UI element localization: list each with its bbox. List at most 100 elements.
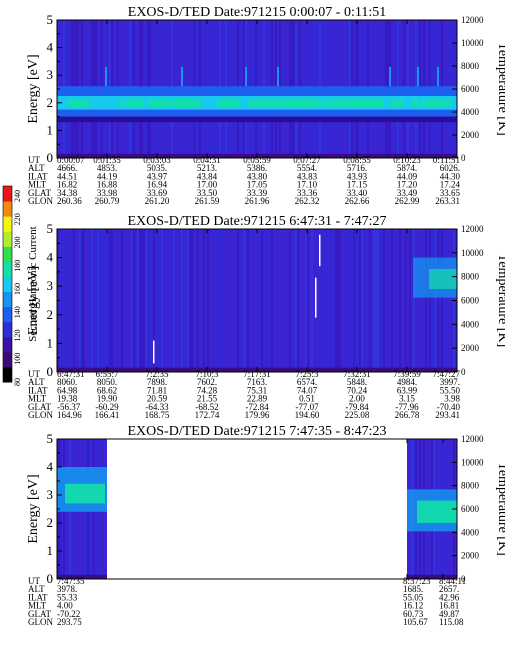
band-spike <box>437 66 439 87</box>
spectrogram-streak <box>373 229 375 372</box>
band-core <box>363 98 371 107</box>
spectrogram-streak <box>383 229 385 372</box>
spectrogram-streak <box>153 229 155 372</box>
tick-value-alt: 8060. <box>57 377 77 387</box>
colorbar-tick-label: 100 <box>13 353 22 365</box>
tick-value-ut: 7:25:3 <box>295 369 319 379</box>
spectrogram-streak <box>425 229 427 372</box>
tick-value-ilat: 75.31 <box>247 385 267 395</box>
y2-axis-label: Temperature [K] <box>495 462 505 555</box>
spectrogram-streak <box>137 229 139 372</box>
spectrogram-streak <box>311 229 313 372</box>
tick-value-glat: 33.49 <box>397 188 418 198</box>
band-core <box>388 98 405 107</box>
spectrogram-streak <box>267 229 269 372</box>
tick-value-glon: 105.67 <box>403 617 428 627</box>
tick-value-ilat: 44.09 <box>397 171 418 181</box>
spectrogram-streak <box>335 229 337 372</box>
spectrogram-streak <box>435 229 437 372</box>
tick-value-ut: 6:55:7 <box>95 369 119 379</box>
tick-value-alt: 3978. <box>57 584 77 594</box>
spectrogram-streak <box>413 229 415 372</box>
spectrogram-streak <box>433 229 435 372</box>
spectrogram-streak <box>343 229 345 372</box>
spectrogram-streak <box>217 229 219 372</box>
tick-value-ut: 7:47:35 <box>57 576 85 586</box>
colorbar: 240 220 200 180 160 140 120 100 80 Second Harmoni… <box>2 185 39 386</box>
y2-tick-label: 0 <box>461 153 466 163</box>
band-spike <box>389 66 391 87</box>
spectrogram-streak <box>163 229 165 372</box>
band-core <box>131 98 137 107</box>
spectrogram-streak <box>161 229 163 372</box>
colorbar-swatch <box>3 291 12 308</box>
tick-value-glat: -70.22 <box>57 609 80 619</box>
spectrogram-streak <box>181 229 183 372</box>
band-core <box>118 98 124 107</box>
spectrogram-streak <box>145 229 147 372</box>
tick-value-alt: 4666. <box>57 163 77 173</box>
spectrogram-streak <box>305 229 307 372</box>
y-tick-label: 1 <box>47 543 54 558</box>
y2-axis-label: Temperature [K] <box>495 254 505 347</box>
spectrogram-streak <box>185 229 187 372</box>
band-core <box>256 98 270 107</box>
tick-value-ilat: 71.81 <box>147 385 167 395</box>
spectrogram-streak <box>333 229 335 372</box>
band-core <box>348 98 367 107</box>
band-core <box>447 98 452 107</box>
y2-tick-label: 8000 <box>461 61 480 71</box>
tick-value-mlt: 4.00 <box>57 601 73 611</box>
tick-value-mlt: 17.00 <box>197 180 218 190</box>
tick-value-glat: 33.40 <box>347 188 368 198</box>
row-label-glat: GLAT <box>28 609 51 619</box>
spectrogram-streak <box>329 229 331 372</box>
spectrogram-streak <box>89 229 91 372</box>
spectrogram-streak <box>173 229 175 372</box>
tick-value-ilat: 74.07 <box>297 385 318 395</box>
plot-frame <box>56 438 458 580</box>
band-core <box>82 98 91 107</box>
tick-value-glon: 260.36 <box>57 196 82 206</box>
panel-title: EXOS-D/TED Date:971215 6:47:31 - 7:47:27 <box>128 214 387 229</box>
hot-region <box>429 269 457 290</box>
tick-value-alt: 6026. <box>440 163 460 173</box>
spectrogram-streak <box>369 229 371 372</box>
tick-value-glat: -72.84 <box>245 402 269 412</box>
band-spike <box>245 66 247 87</box>
tick-value-alt: 5874. <box>397 163 417 173</box>
spectrogram-streak <box>197 229 199 372</box>
band-core <box>67 98 81 107</box>
spectrogram-streak <box>97 229 99 372</box>
tick-value-glon: 266.78 <box>395 410 420 420</box>
tick-value-ut: 0:08:55 <box>343 155 371 165</box>
tick-value-mlt: 17.05 <box>247 180 268 190</box>
tick-value-glon: 262.32 <box>295 196 320 206</box>
tick-value-mlt: 19.90 <box>97 394 118 404</box>
row-label-glon: GLON <box>28 617 53 627</box>
band-core <box>367 98 381 107</box>
y2-tick-label: 12000 <box>461 224 484 234</box>
spectrogram-streak <box>191 229 193 372</box>
band-gap <box>57 116 457 123</box>
y2-tick-label: 4000 <box>461 527 480 537</box>
tick-value-mlt: 22.89 <box>247 394 268 404</box>
spectrogram-streak <box>375 229 377 372</box>
tick-value-ut: 7:17:31 <box>243 369 271 379</box>
spectrogram-streak <box>121 229 123 372</box>
y-tick-label: 3 <box>47 278 54 293</box>
y2-tick-label: 6000 <box>461 296 480 306</box>
tick-value-mlt: 16.12 <box>403 601 423 611</box>
tick-value-alt: 6574. <box>297 377 317 387</box>
spectrogram-streak <box>241 229 243 372</box>
tick-value-glon: 164.96 <box>57 410 82 420</box>
tick-value-alt: 3997. <box>440 377 460 387</box>
colorbar-swatch <box>3 186 12 202</box>
spectrogram-streak <box>361 229 363 372</box>
spectrogram-streak <box>437 229 439 372</box>
tick-value-ilat: 70.24 <box>347 385 368 395</box>
colorbar-tick-label: 240 <box>13 190 22 202</box>
spectrogram-streak <box>95 229 97 372</box>
colorbar-swatch <box>3 306 12 323</box>
spectrogram-streak <box>431 229 433 372</box>
